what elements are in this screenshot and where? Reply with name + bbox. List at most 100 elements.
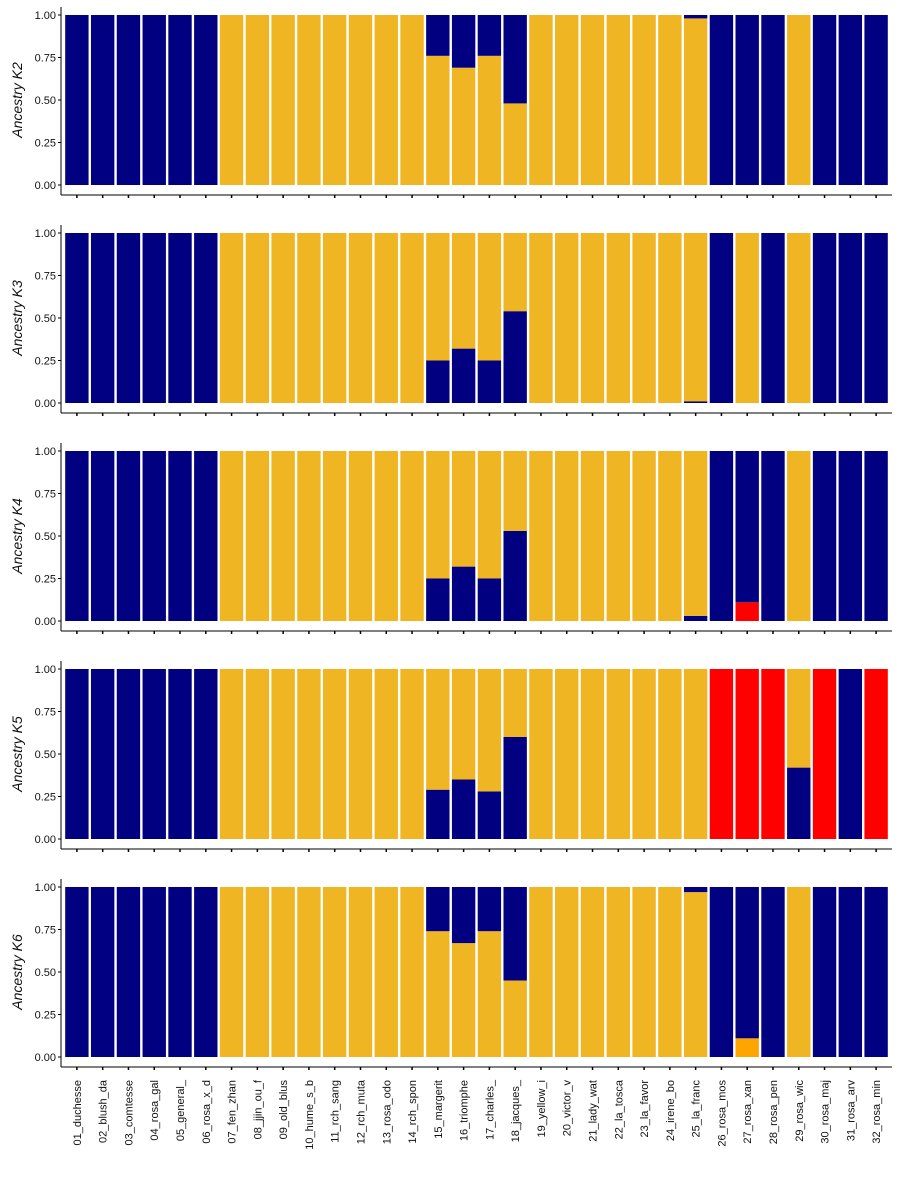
bar-segment (555, 233, 579, 403)
x-tick-label: 12_rch_muta (355, 1079, 367, 1144)
y-tick-label: 1.00 (35, 446, 56, 458)
bar-segment (735, 887, 759, 1039)
bar-segment (632, 669, 656, 839)
bar-segment (735, 233, 759, 403)
bar-segment (426, 451, 450, 579)
bar-segment (323, 233, 347, 403)
bar-segment (451, 233, 476, 349)
bar-segment (606, 669, 630, 839)
bar-segment (65, 451, 89, 621)
bar-segment (477, 55, 502, 185)
bar-segment (297, 669, 321, 839)
y-axis-title: Ancestry K3 (9, 280, 25, 357)
bar-segment (374, 887, 398, 1057)
bar-segment (683, 451, 708, 616)
bar-segment (477, 15, 502, 56)
bar-segment (451, 348, 476, 403)
bar-segment (555, 669, 579, 839)
bar-segment (812, 15, 837, 185)
bar-segment (735, 1038, 759, 1057)
x-tick-label: 10_hume_s_b (304, 1080, 316, 1150)
bar-segment (451, 67, 476, 185)
bar-segment (580, 233, 605, 403)
bar-segment (632, 233, 656, 403)
bar-segment (864, 451, 888, 621)
bar-segment (271, 15, 295, 185)
bar-segment (348, 233, 373, 403)
bar-segment (219, 669, 244, 839)
x-tick-label: 17_charles_ (484, 1079, 496, 1140)
bar-segment (142, 887, 166, 1057)
bar-segment (580, 15, 605, 185)
x-tick-label: 06_rosa_x_d (201, 1080, 213, 1144)
x-tick-label: 18_jacques_ (510, 1079, 522, 1142)
bar-segment (787, 669, 811, 768)
bar-segment (787, 887, 811, 1057)
x-tick-label: 03_comtesse (123, 1080, 135, 1145)
panel-k6: 0.00 0.25 0.50 0.75 1.00 Ancestry K6 (9, 879, 892, 1070)
bar-segment (323, 887, 347, 1057)
bar-segment (348, 451, 373, 621)
bar-segment (245, 451, 270, 621)
bar-segment (245, 887, 270, 1057)
bar-segment (503, 887, 527, 981)
bar-segment (503, 311, 527, 403)
bar-segment (683, 669, 708, 839)
bar-segment (65, 233, 89, 403)
bar-segment (658, 15, 682, 185)
bar-segment (426, 15, 450, 56)
bar-segment (787, 767, 811, 839)
bar-segment (503, 737, 527, 839)
bar-segment (400, 669, 424, 839)
y-tick-label: 0.00 (35, 616, 56, 628)
bar-segment (658, 887, 682, 1057)
bar-segment (658, 451, 682, 621)
x-tick-label: 08_jjin_ou_f (252, 1079, 264, 1139)
bar-segment (245, 233, 270, 403)
bar-segment (503, 451, 527, 531)
bar-segment (683, 401, 708, 403)
bar-segment (503, 15, 527, 104)
bar-segment (194, 887, 218, 1057)
bar-segment (90, 15, 115, 185)
bar-segment (503, 669, 527, 737)
bar-segment (606, 887, 630, 1057)
y-tick-label: 1.00 (35, 228, 56, 240)
bar-segment (864, 15, 888, 185)
bar-segment (400, 233, 424, 403)
bar-segment (194, 233, 218, 403)
bar-segment (90, 451, 115, 621)
bar-segment (168, 15, 192, 185)
bar-segment (606, 233, 630, 403)
bar-segment (374, 15, 398, 185)
y-tick-label: 0.25 (35, 356, 56, 368)
bar-segment (168, 233, 192, 403)
bar-segment (142, 233, 166, 403)
panel-k5: 0.00 0.25 0.50 0.75 1.00 Ancestry K5 (9, 661, 892, 852)
x-tick-label: 04_rosa_gal (149, 1080, 161, 1141)
bar-segment (271, 887, 295, 1057)
x-tick-label: 13_rosa_odo (381, 1080, 393, 1144)
y-tick-label: 0.50 (35, 967, 56, 979)
bar-segment (606, 15, 630, 185)
bar-segment (555, 887, 579, 1057)
bar-segment (838, 15, 863, 185)
bar-segment (477, 360, 502, 403)
bar-segment (400, 15, 424, 185)
bar-segment (580, 887, 605, 1057)
panel-k2: 0.00 0.25 0.50 0.75 1.00 Ancestry K2 (9, 7, 892, 198)
x-tick-label: 30_rosa_maj (820, 1080, 832, 1144)
bar-segment (787, 233, 811, 403)
x-tick-label: 14_rch_spon (407, 1080, 419, 1144)
bar-segment (632, 15, 656, 185)
bar-segment (426, 669, 450, 790)
bar-segment (426, 55, 450, 185)
x-tick-label: 09_old_blus (278, 1080, 290, 1140)
bar-segment (219, 15, 244, 185)
y-tick-label: 0.25 (35, 1010, 56, 1022)
bar-segment (65, 887, 89, 1057)
bar-segment (194, 451, 218, 621)
bar-segment (503, 980, 527, 1057)
bar-segment (529, 451, 553, 621)
